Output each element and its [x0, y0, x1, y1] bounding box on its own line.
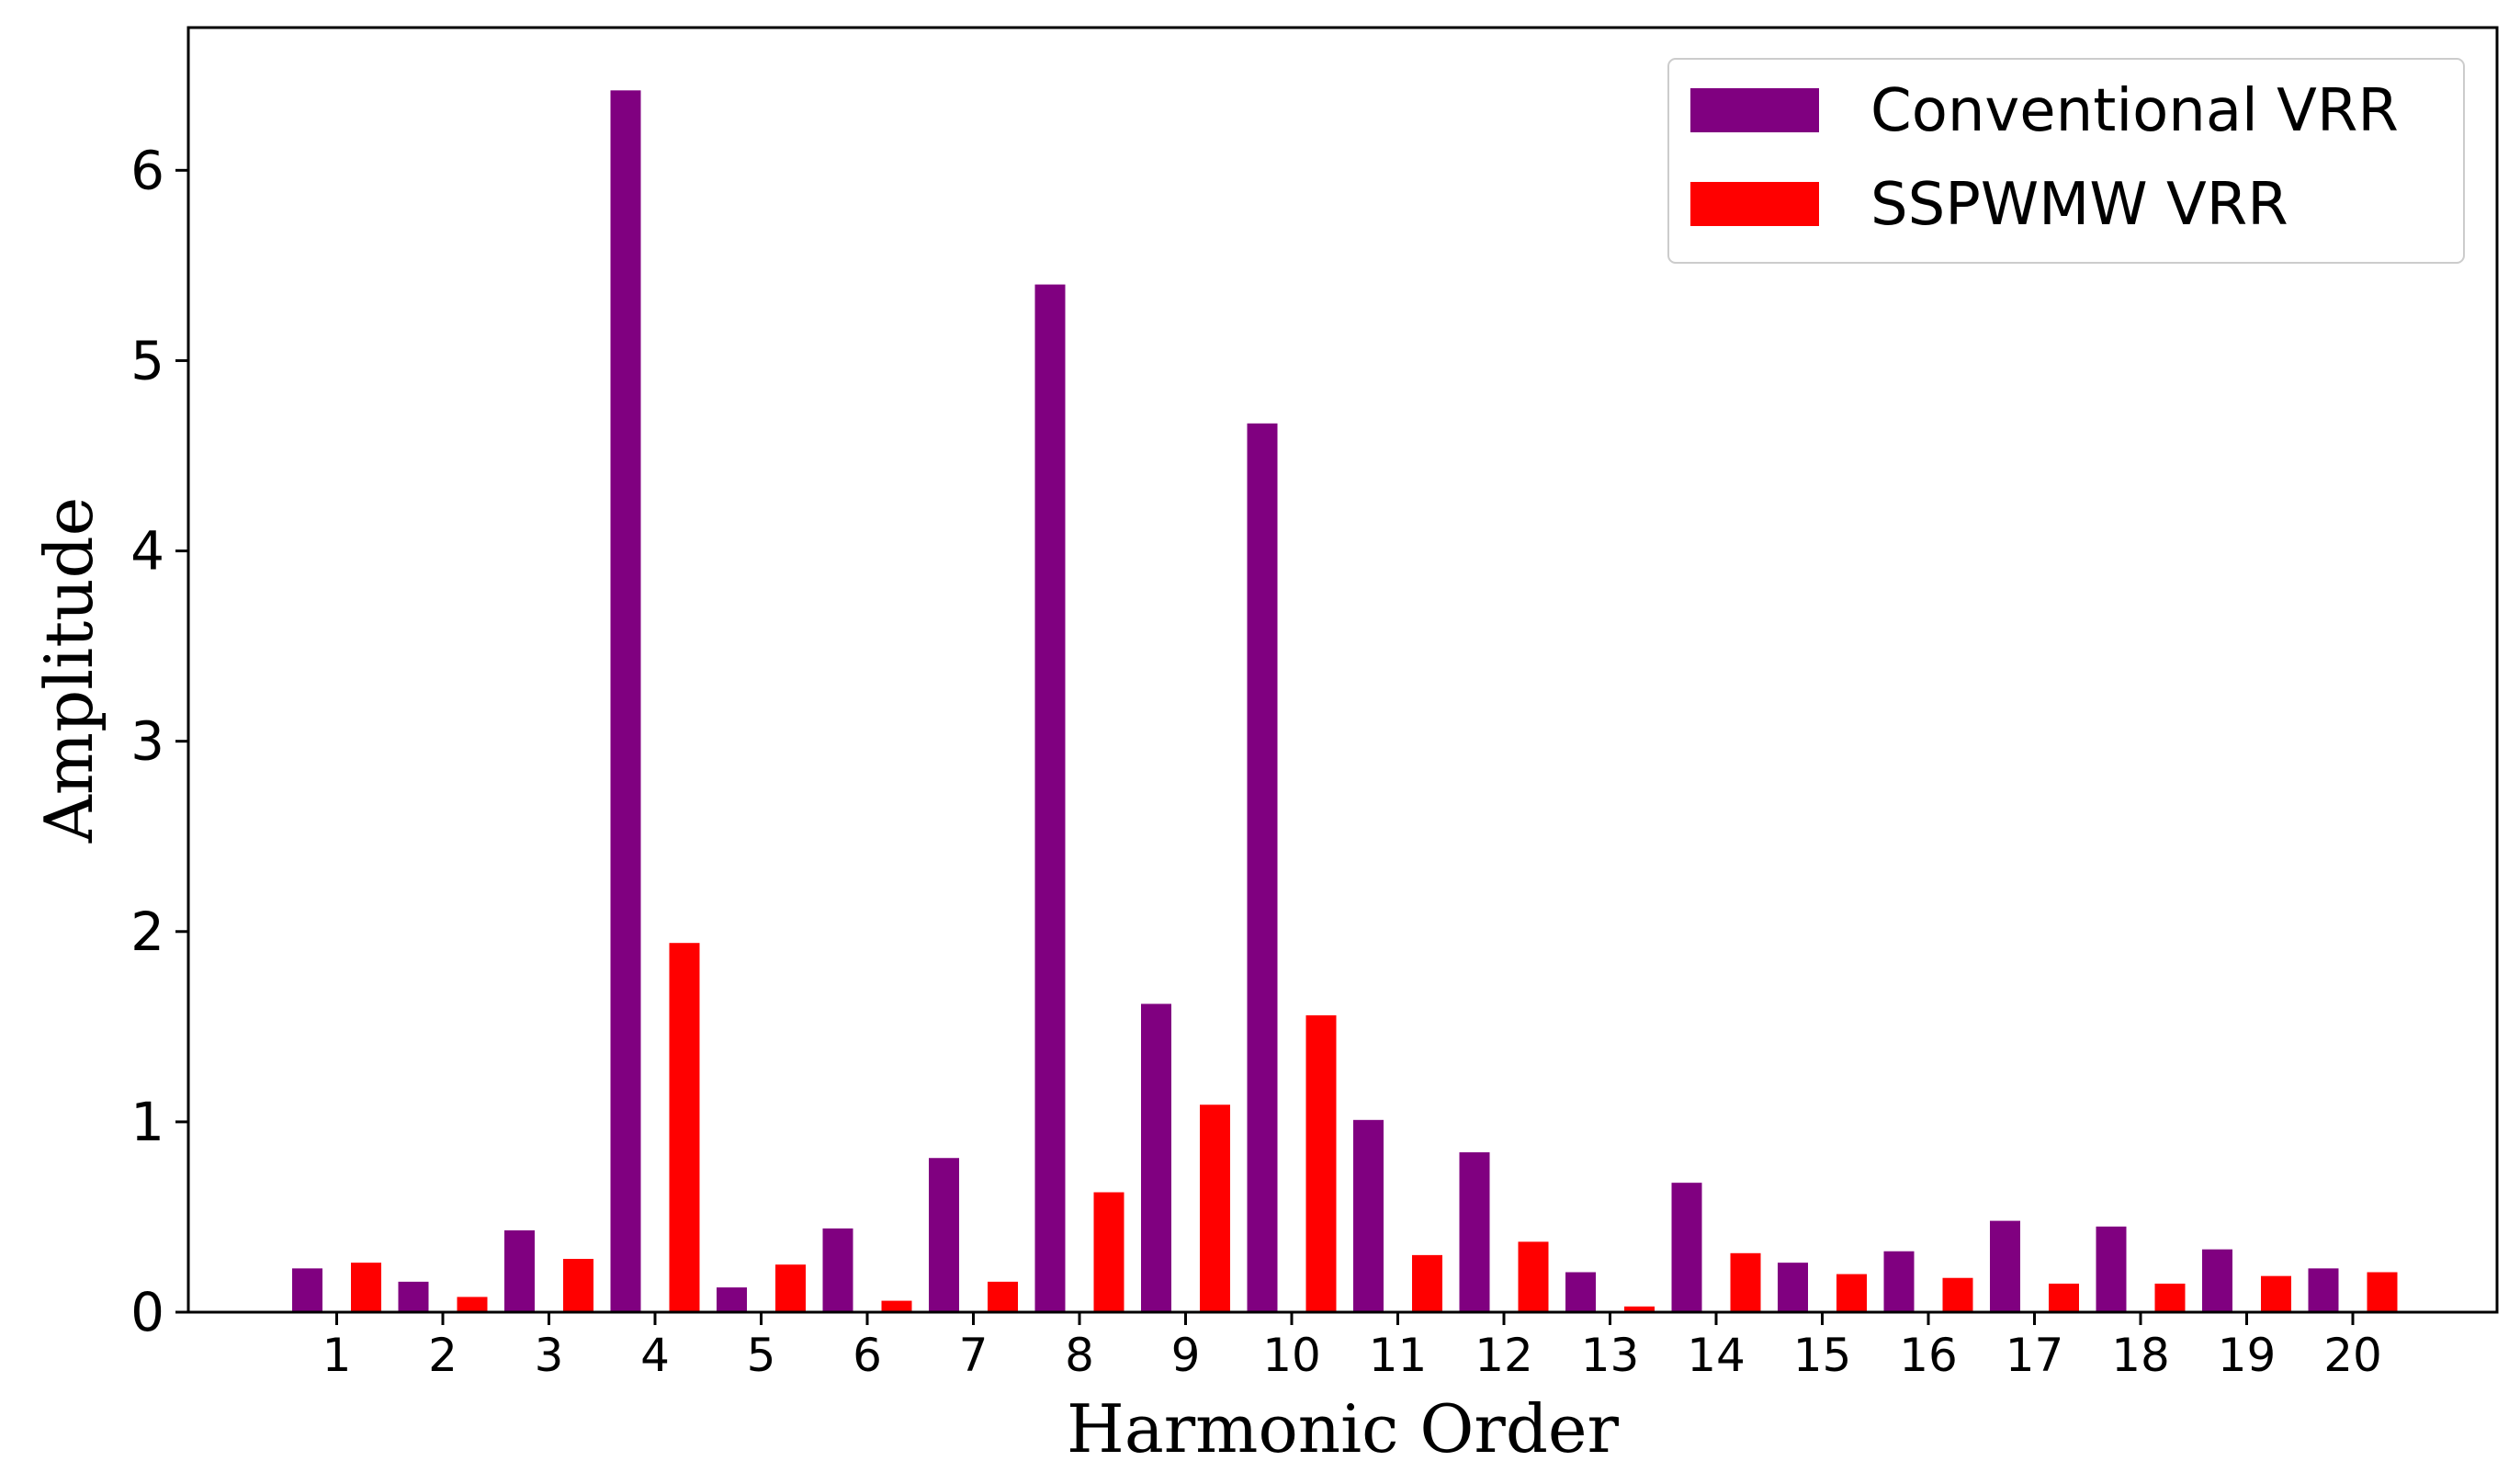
x-tick-label: 8	[1065, 1329, 1094, 1382]
bar-sspwmw-vrr-12	[1518, 1241, 1549, 1312]
bar-sspwmw-vrr-11	[1412, 1254, 1442, 1312]
x-tick-label: 3	[535, 1329, 564, 1382]
x-tick-label: 16	[1899, 1329, 1958, 1382]
bar-sspwmw-vrr-5	[775, 1264, 806, 1312]
bar-conventional-vrr-17	[1990, 1220, 2020, 1312]
bar-conventional-vrr-13	[1565, 1272, 1596, 1312]
bar-sspwmw-vrr-1	[351, 1263, 381, 1312]
bar-sspwmw-vrr-9	[1200, 1105, 1230, 1312]
bar-conventional-vrr-10	[1247, 423, 1278, 1312]
x-tick-label: 5	[747, 1329, 776, 1382]
legend: Conventional VRR SSPWMW VRR	[1667, 58, 2465, 264]
bar-sspwmw-vrr-19	[2261, 1275, 2291, 1312]
bar-sspwmw-vrr-15	[1836, 1274, 1867, 1312]
x-tick-label: 6	[853, 1329, 882, 1382]
y-tick-label: 5	[130, 329, 164, 391]
bar-sspwmw-vrr-20	[2367, 1272, 2398, 1312]
legend-label-conventional-vrr: Conventional VRR	[1870, 77, 2399, 145]
bar-conventional-vrr-11	[1353, 1119, 1384, 1312]
x-tick-label: 9	[1171, 1329, 1201, 1382]
x-tick-label: 4	[640, 1329, 670, 1382]
y-tick-label: 4	[130, 520, 164, 583]
bar-conventional-vrr-8	[1034, 284, 1066, 1313]
legend-box	[1667, 58, 2465, 264]
series-sspwmw-vrr	[351, 943, 2398, 1312]
x-tick-label: 13	[1581, 1329, 1640, 1382]
x-tick-label: 15	[1793, 1329, 1852, 1382]
bar-sspwmw-vrr-8	[1093, 1192, 1124, 1312]
legend-swatch-sspwmw-vrr	[1690, 182, 1819, 226]
y-tick-label: 0	[130, 1281, 164, 1343]
x-tick-label: 7	[959, 1329, 989, 1382]
bar-sspwmw-vrr-7	[988, 1281, 1018, 1312]
bar-conventional-vrr-9	[1141, 1003, 1171, 1312]
bar-conventional-vrr-7	[929, 1158, 959, 1312]
bar-conventional-vrr-16	[1883, 1251, 1915, 1312]
x-axis-label: Harmonic Order	[1067, 1390, 1620, 1467]
bar-sspwmw-vrr-14	[1730, 1252, 1761, 1312]
x-tick-label: 19	[2218, 1329, 2277, 1382]
bar-conventional-vrr-4	[610, 90, 641, 1312]
bar-conventional-vrr-2	[398, 1281, 429, 1312]
bar-conventional-vrr-19	[2202, 1249, 2232, 1312]
bar-conventional-vrr-3	[504, 1229, 535, 1312]
y-tick-label: 3	[130, 710, 164, 773]
series-conventional-vrr	[292, 90, 2339, 1313]
bar-conventional-vrr-1	[292, 1268, 322, 1312]
bar-sspwmw-vrr-4	[669, 943, 700, 1312]
x-tick-label: 18	[2111, 1329, 2170, 1382]
bar-conventional-vrr-5	[717, 1287, 747, 1312]
bar-conventional-vrr-6	[822, 1228, 853, 1312]
x-tick-label: 10	[1262, 1329, 1321, 1382]
bar-sspwmw-vrr-16	[1942, 1277, 1973, 1312]
x-tick-label: 17	[2006, 1329, 2064, 1382]
bar-conventional-vrr-14	[1671, 1183, 1702, 1312]
bar-conventional-vrr-18	[2096, 1226, 2127, 1312]
bar-sspwmw-vrr-17	[2049, 1283, 2079, 1312]
bar-conventional-vrr-12	[1459, 1152, 1490, 1312]
bar-sspwmw-vrr-18	[2154, 1283, 2186, 1312]
y-axis-label: Amplitude	[30, 497, 107, 844]
bar-sspwmw-vrr-2	[457, 1297, 488, 1312]
bar-conventional-vrr-20	[2308, 1268, 2339, 1312]
x-tick-label: 1	[322, 1329, 352, 1382]
x-tick-label: 2	[428, 1329, 458, 1382]
legend-swatch-conventional-vrr	[1690, 88, 1819, 132]
y-tick-label: 2	[130, 901, 164, 963]
y-axis: 0 1 2 3 4 5 6	[130, 139, 188, 1343]
y-tick-label: 6	[130, 139, 164, 201]
bar-conventional-vrr-15	[1778, 1263, 1808, 1312]
bar-sspwmw-vrr-3	[563, 1259, 593, 1312]
x-tick-label: 14	[1687, 1329, 1746, 1382]
x-tick-label: 11	[1369, 1329, 1428, 1382]
bar-sspwmw-vrr-10	[1305, 1014, 1337, 1312]
x-tick-label: 12	[1475, 1329, 1533, 1382]
y-tick-label: 1	[130, 1091, 164, 1153]
plot-frame	[186, 26, 2499, 1314]
bar-sspwmw-vrr-6	[881, 1300, 912, 1312]
legend-label-sspwmw-vrr: SSPWMW VRR	[1870, 171, 2288, 239]
x-tick-label: 20	[2323, 1329, 2382, 1382]
bar-sspwmw-vrr-13	[1624, 1306, 1655, 1312]
x-axis: 1 2 3 4 5 6 7 8 9 10 11 12 13 14 15 16 17 18 19 20	[322, 1312, 2382, 1382]
